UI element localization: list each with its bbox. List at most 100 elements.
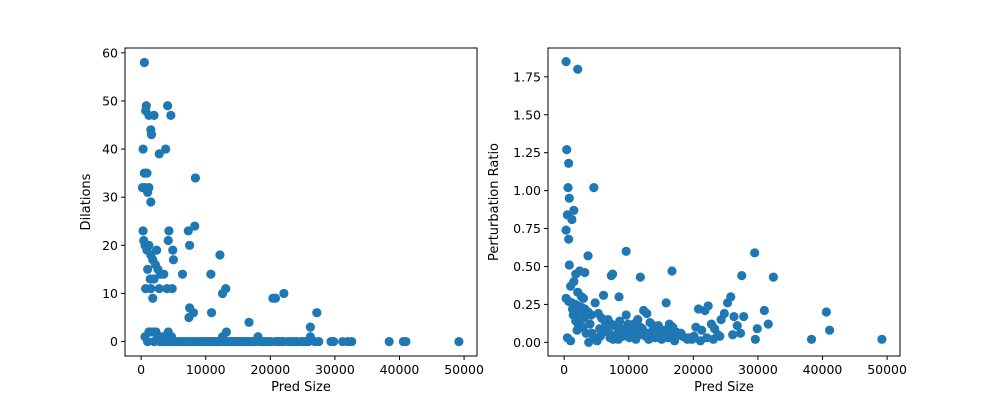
data-point <box>661 298 671 308</box>
data-point <box>146 284 156 294</box>
data-point <box>279 288 289 299</box>
data-point <box>163 101 173 111</box>
data-point <box>578 293 589 303</box>
data-point <box>190 173 200 183</box>
data-point <box>621 310 631 320</box>
data-point <box>149 110 159 120</box>
data-point <box>244 317 254 327</box>
data-point <box>579 313 589 323</box>
data-point <box>561 57 571 67</box>
data-point <box>750 248 760 258</box>
data-point <box>154 149 164 159</box>
data-point <box>583 251 593 261</box>
data-point <box>161 144 171 154</box>
data-point <box>689 331 699 341</box>
data-point <box>277 336 287 347</box>
data-point <box>263 336 273 347</box>
y-tick-label: 30 <box>102 190 118 205</box>
data-point <box>148 293 158 303</box>
data-point <box>384 336 394 347</box>
data-point <box>621 246 631 256</box>
data-point <box>752 324 762 334</box>
x-tick-label: 30000 <box>738 362 778 377</box>
y-tick-label: 1.00 <box>513 183 541 198</box>
data-point <box>669 336 680 346</box>
data-point <box>676 328 686 338</box>
data-point <box>652 331 662 341</box>
data-point <box>152 245 162 255</box>
data-point <box>138 144 148 154</box>
data-point <box>806 334 817 344</box>
data-point <box>615 316 625 326</box>
data-point <box>825 325 835 335</box>
data-point <box>215 250 225 260</box>
x-axis-label: Pred Size <box>271 380 331 395</box>
data-point <box>598 290 609 300</box>
x-tick-label: 30000 <box>315 362 355 377</box>
data-point <box>732 321 742 331</box>
data-point <box>614 292 624 302</box>
data-point <box>572 325 582 335</box>
x-tick-label: 10000 <box>609 362 649 377</box>
data-point <box>585 319 595 329</box>
data-point <box>184 312 194 323</box>
data-point <box>206 308 217 318</box>
y-tick-label: 0.75 <box>513 221 541 236</box>
y-tick-label: 1.50 <box>513 107 541 122</box>
data-point <box>154 284 164 294</box>
y-axis-label: Dilations <box>79 173 94 230</box>
data-point <box>221 284 231 294</box>
data-point <box>143 336 153 347</box>
data-point <box>329 336 339 347</box>
data-point <box>151 327 161 337</box>
data-point <box>580 267 590 278</box>
y-tick-label: 1.75 <box>513 69 541 84</box>
data-point <box>168 245 178 255</box>
data-point <box>146 130 157 140</box>
data-point <box>564 193 574 203</box>
data-point <box>206 269 216 279</box>
data-point <box>146 197 156 207</box>
data-point <box>697 325 707 335</box>
data-point <box>561 225 571 235</box>
data-point <box>660 325 670 335</box>
data-point <box>877 334 887 344</box>
data-point <box>573 64 583 74</box>
y-tick-label: 20 <box>102 238 118 253</box>
scatter-panel-2: 0 10000 20000 30000 40000 50000 0.00 0.25 0.50 0.… <box>487 47 907 395</box>
x-tick-label: 20000 <box>250 362 290 377</box>
data-point <box>564 158 574 168</box>
data-point <box>566 336 576 346</box>
scatter-panel-1: 0 10000 20000 30000 40000 50000 0 10 20 30 40 50 60 P… <box>79 45 484 395</box>
data-point <box>190 221 200 231</box>
x-tick-label: 20000 <box>673 362 713 377</box>
data-point <box>763 319 773 329</box>
x-tick-label: 40000 <box>803 362 843 377</box>
data-point <box>633 314 643 325</box>
data-point <box>715 331 725 341</box>
data-point <box>177 269 188 279</box>
x-tick-label: 10000 <box>186 362 226 377</box>
data-point <box>590 298 600 308</box>
data-point <box>607 269 618 279</box>
data-point <box>729 311 739 322</box>
y-tick-label: 0.50 <box>513 259 541 274</box>
data-point <box>750 334 760 344</box>
data-point <box>586 310 596 320</box>
data-point <box>143 264 153 274</box>
data-point <box>719 308 729 319</box>
data-point <box>168 255 179 265</box>
data-point <box>604 328 614 338</box>
data-point <box>703 301 713 311</box>
data-point <box>163 235 173 246</box>
data-point <box>166 110 176 120</box>
x-tick-label: 0 <box>560 362 568 377</box>
data-point <box>144 240 154 250</box>
data-point <box>305 322 315 332</box>
x-axis-label: Pred Size <box>694 380 754 395</box>
data-point <box>667 266 677 276</box>
data-point <box>270 293 281 303</box>
data-point <box>726 292 736 302</box>
data-point <box>454 336 464 347</box>
